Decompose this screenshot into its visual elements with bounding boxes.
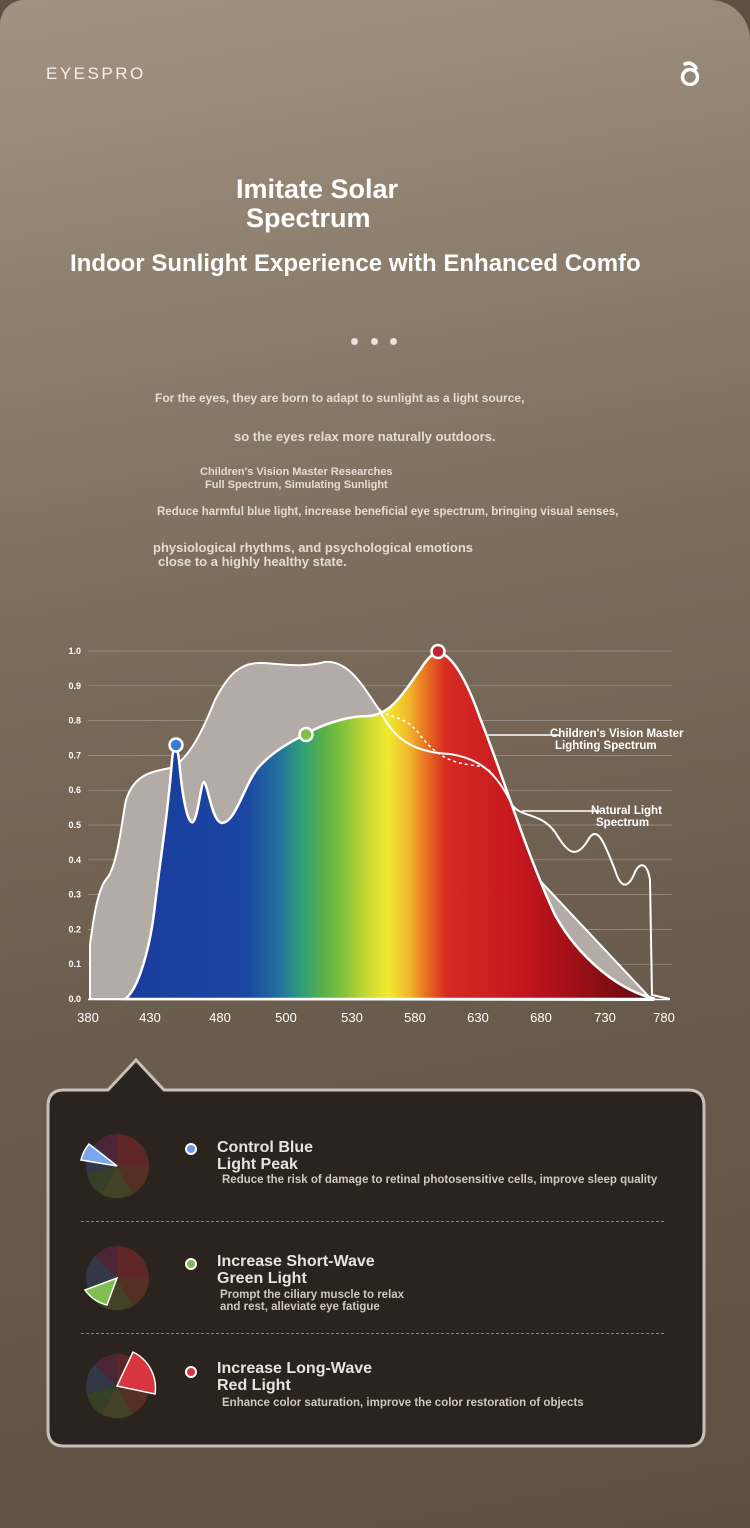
legend-children-line2: Lighting Spectrum — [555, 740, 657, 752]
y-tick-label: 0.1 — [68, 959, 81, 969]
feature-separator — [81, 1221, 664, 1222]
y-tick-label: 0.2 — [68, 924, 81, 934]
y-tick-label: 0.3 — [68, 890, 81, 900]
x-tick-label: 630 — [467, 1010, 489, 1025]
x-tick-label: 480 — [209, 1010, 231, 1025]
user-circle-icon[interactable] — [677, 60, 703, 88]
chart-marker-point — [168, 737, 184, 753]
feature-title: Green Light — [217, 1270, 307, 1287]
pagination-dot[interactable] — [390, 338, 397, 345]
legend-natural-line2: Spectrum — [596, 817, 649, 829]
x-tick-label: 730 — [594, 1010, 616, 1025]
blue-slice-wheel-icon — [80, 1134, 150, 1199]
children-light-area — [121, 651, 656, 1001]
intro-line: so the eyes relax more naturally outdoor… — [234, 429, 496, 444]
red-slice-wheel-icon — [86, 1350, 157, 1419]
feature-title: Light Peak — [217, 1156, 298, 1173]
y-tick-label: 1.0 — [68, 646, 81, 656]
feature-title: Control Blue — [217, 1139, 313, 1156]
feature-separator — [81, 1333, 664, 1334]
pagination-dot[interactable] — [351, 338, 358, 345]
chart-markers — [168, 643, 446, 753]
pagination-dot[interactable] — [371, 338, 378, 345]
hero-title-line1: Imitate Solar — [236, 174, 399, 204]
natural-light-upper-outline — [377, 707, 671, 1000]
x-tick-label: 530 — [341, 1010, 363, 1025]
feature-title: Red Light — [217, 1377, 291, 1394]
intro-line: Children's Vision Master Researches — [200, 466, 393, 478]
intro-line: close to a highly healthy state. — [158, 554, 347, 569]
feature-title: Increase Long-Wave — [217, 1360, 373, 1377]
feature-marker — [185, 1258, 197, 1270]
intro-line: Reduce harmful blue light, increase bene… — [157, 506, 619, 518]
x-tick-label: 680 — [530, 1010, 552, 1025]
y-tick-label: 0.4 — [68, 855, 81, 865]
feature-marker — [185, 1143, 197, 1155]
feature-description: and rest, alleviate eye fatigue — [220, 1301, 380, 1313]
y-tick-label: 0.0 — [68, 994, 81, 1004]
x-tick-label: 380 — [77, 1010, 99, 1025]
feature-description: Reduce the risk of damage to retinal pho… — [222, 1174, 658, 1186]
spectrum-chart: 0.0 0.1 0.2 0.3 0.4 0.5 0.6 0.7 0.8 0.9 1.0 380 430… — [68, 643, 684, 1025]
intro-line: For the eyes, they are born to adapt to … — [155, 391, 525, 405]
y-tick-label: 0.8 — [68, 716, 81, 726]
x-tick-label: 580 — [404, 1010, 426, 1025]
feature-description: Enhance color saturation, improve the co… — [222, 1397, 584, 1409]
feature-marker — [185, 1366, 197, 1378]
chart-marker-point — [430, 643, 446, 660]
y-tick-label: 0.7 — [68, 750, 81, 760]
y-tick-label: 0.9 — [68, 681, 81, 691]
y-tick-labels: 0.0 0.1 0.2 0.3 0.4 0.5 0.6 0.7 0.8 0.9 1.0 — [68, 646, 81, 1004]
x-tick-label: 430 — [139, 1010, 161, 1025]
feature-card-background — [46, 1058, 706, 1448]
x-tick-label: 500 — [275, 1010, 297, 1025]
chart-marker-point — [298, 726, 314, 743]
x-tick-labels: 380 430 480 500 530 580 630 680 730 780 — [77, 1010, 675, 1025]
hero-title-line2: Spectrum — [246, 203, 371, 233]
x-tick-label: 780 — [653, 1010, 675, 1025]
green-slice-wheel-icon — [83, 1246, 150, 1311]
y-tick-label: 0.5 — [68, 820, 81, 830]
y-tick-label: 0.6 — [68, 785, 81, 795]
legend-children-line1: Children's Vision Master — [550, 728, 684, 740]
intro-line: physiological rhythms, and psychological… — [153, 540, 474, 555]
brand-logo-text: EYESPRO — [46, 64, 146, 83]
legend-natural-line1: Natural Light — [591, 805, 662, 817]
natural-light-hidden-outline — [379, 711, 496, 779]
hero-subtitle: Indoor Sunlight Experience with Enhanced… — [70, 250, 641, 277]
feature-title: Increase Short-Wave — [217, 1253, 375, 1270]
intro-line: Full Spectrum, Simulating Sunlight — [205, 479, 388, 491]
feature-description: Prompt the ciliary muscle to relax — [220, 1289, 405, 1301]
